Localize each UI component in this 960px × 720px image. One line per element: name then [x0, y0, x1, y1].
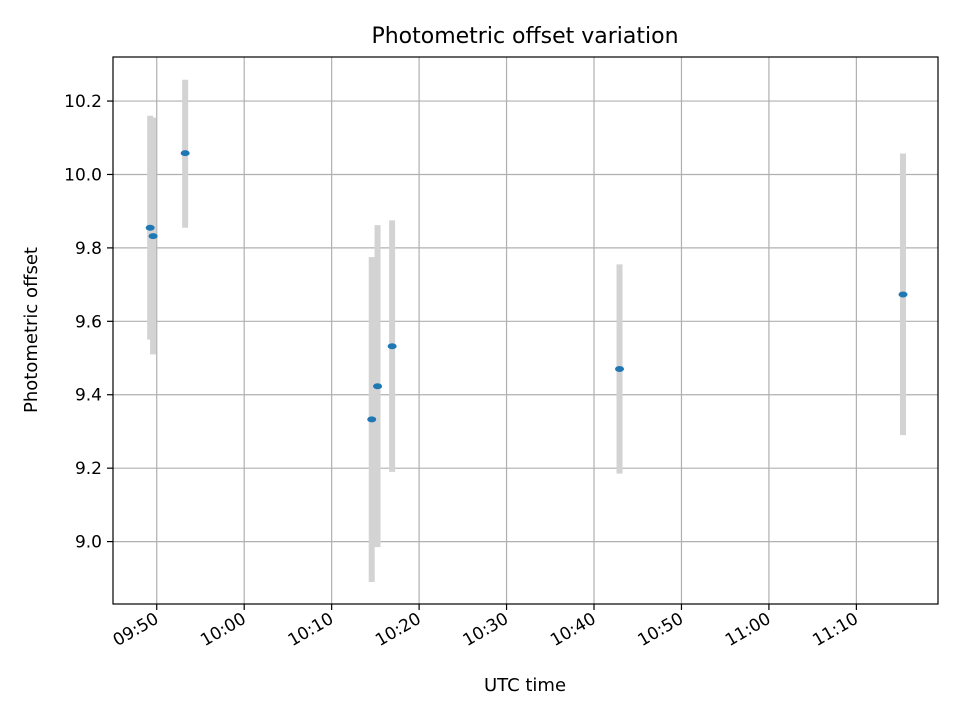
data-markers	[145, 150, 908, 423]
y-tick-label: 10.0	[64, 165, 102, 185]
data-point	[180, 150, 190, 157]
y-axis-label: Photometric offset	[21, 247, 42, 413]
y-tick-label: 9.8	[75, 239, 102, 259]
data-point	[148, 233, 158, 240]
y-tick-label: 10.2	[64, 92, 102, 112]
y-tick-label: 9.2	[75, 459, 102, 479]
data-point	[145, 224, 155, 231]
y-tick-label: 9.4	[75, 386, 102, 406]
data-point	[898, 291, 908, 298]
y-tick-label: 9.6	[75, 312, 102, 332]
data-point	[615, 366, 625, 373]
x-axis-label: UTC time	[484, 675, 566, 696]
data-point	[367, 416, 377, 423]
y-tick-label: 9.0	[75, 533, 102, 553]
chart-title: Photometric offset variation	[371, 24, 678, 49]
plot-frame	[112, 56, 939, 605]
grid	[113, 57, 938, 604]
data-point	[373, 383, 383, 390]
data-point	[387, 343, 397, 350]
